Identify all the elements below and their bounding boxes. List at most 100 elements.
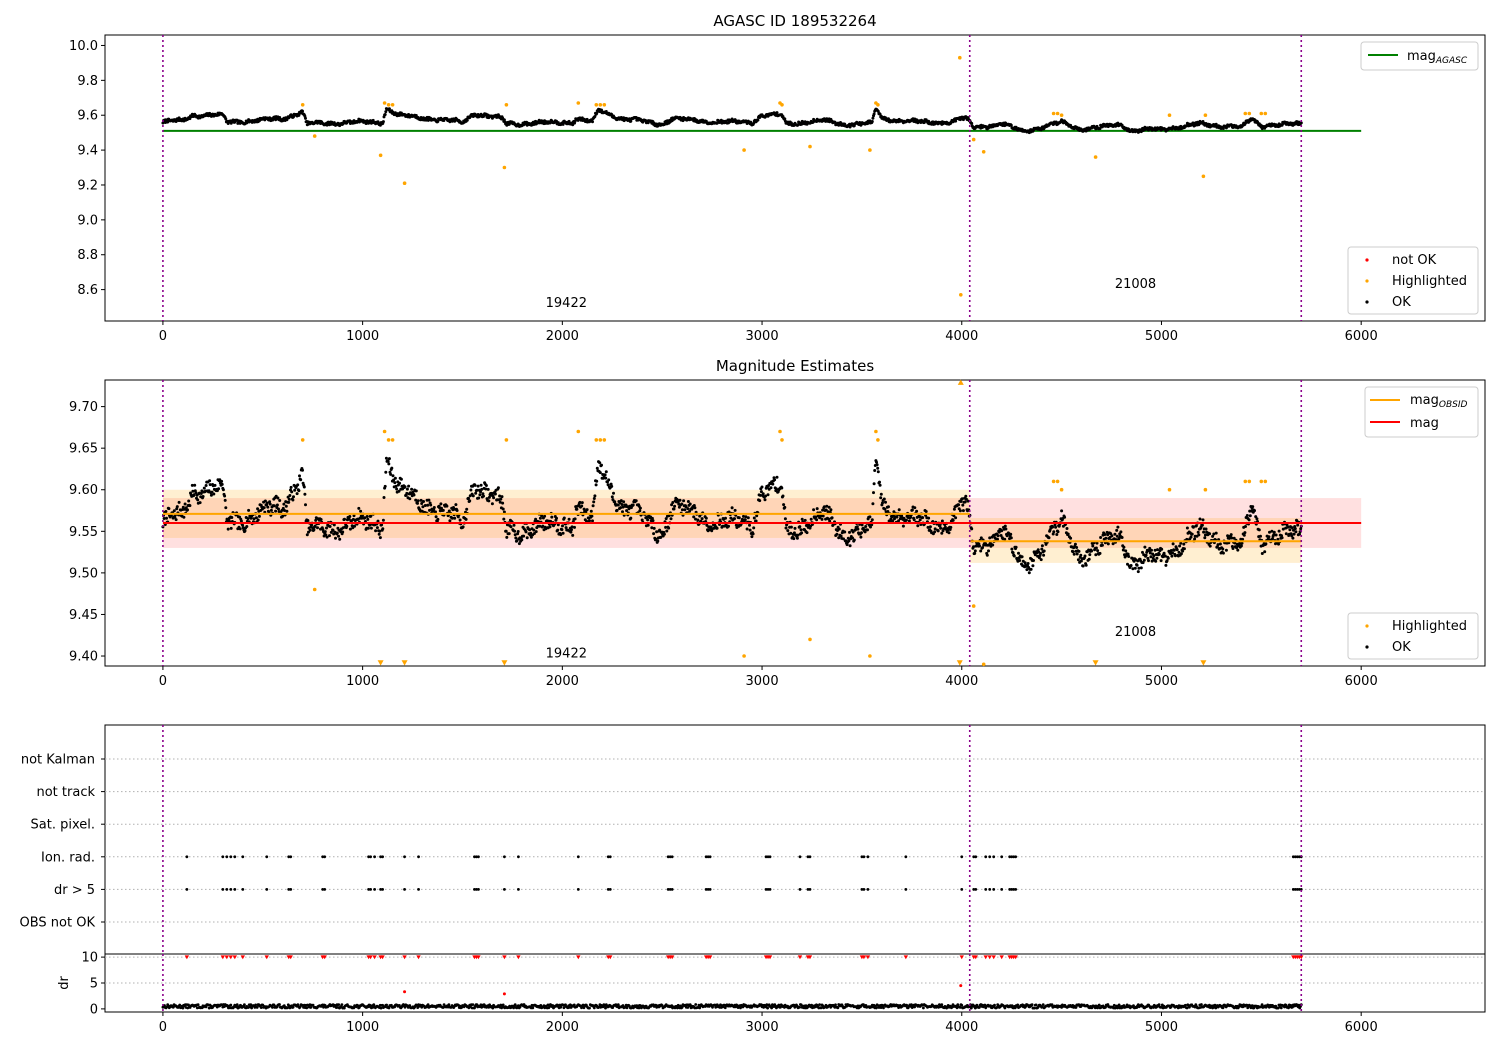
dr-point	[654, 1003, 658, 1007]
ok-point	[513, 533, 517, 537]
x-tick-label: 4000	[945, 329, 978, 344]
ok-point	[202, 486, 206, 490]
highlighted-point	[602, 438, 607, 442]
ok-point	[381, 527, 385, 531]
out-of-range-marker	[377, 660, 384, 666]
ok-point	[1063, 515, 1067, 519]
magnitude-estimates-panel: Magnitude Estimates 0 1000 2000 3000 4000 500…	[69, 357, 1486, 689]
ok-point	[933, 527, 937, 531]
ok-point	[665, 529, 669, 533]
y-tick-label: 8.8	[77, 248, 98, 263]
ok-point	[399, 477, 403, 481]
ok-point	[1060, 509, 1064, 513]
flag-point	[265, 855, 269, 859]
highlighted-point	[598, 103, 603, 107]
ok-point	[871, 116, 875, 120]
ok-point	[482, 494, 485, 498]
ok-point	[659, 535, 663, 539]
y-tick-label: 9.45	[69, 608, 98, 623]
ok-point	[366, 526, 370, 530]
ok-point	[972, 545, 975, 549]
ok-point	[481, 492, 485, 496]
ok-point	[1290, 526, 1294, 530]
ok-point	[1069, 536, 1073, 540]
ok-point	[872, 482, 876, 486]
ok-point	[822, 505, 826, 509]
ok-point	[750, 535, 754, 539]
ok-point	[434, 510, 437, 514]
ok-point	[997, 530, 1001, 534]
ok-point	[348, 527, 352, 531]
ok-point	[1268, 530, 1271, 534]
legend-marker-ok	[1365, 300, 1369, 304]
ok-point	[1150, 548, 1153, 552]
ok-point	[337, 534, 340, 538]
ok-point	[567, 517, 571, 521]
ok-point	[1143, 545, 1147, 549]
flag-point	[706, 888, 710, 891]
flag-point	[373, 888, 377, 891]
dr-point	[714, 1005, 718, 1009]
ok-point	[436, 119, 440, 123]
ok-point	[1081, 564, 1085, 568]
ok-point	[287, 497, 291, 501]
ok-point	[426, 503, 430, 507]
ok-point	[398, 481, 402, 485]
ok-point	[872, 112, 876, 116]
ok-point	[468, 499, 472, 503]
ok-point	[766, 493, 770, 497]
dr-point	[836, 1006, 840, 1010]
y-tick-label: 9.70	[69, 400, 98, 415]
ok-point	[759, 490, 763, 494]
ok-point	[306, 519, 310, 522]
ok-point	[312, 528, 316, 532]
ok-point	[1124, 549, 1128, 553]
ok-point	[487, 495, 491, 499]
ok-point	[334, 536, 337, 540]
ok-point	[1243, 531, 1247, 535]
ok-point	[209, 493, 213, 497]
highlighted-point	[1059, 487, 1064, 492]
ok-point	[386, 459, 390, 463]
ok-point	[886, 510, 890, 513]
ok-point	[345, 524, 349, 528]
ok-point	[323, 530, 327, 534]
ok-point	[389, 472, 393, 476]
ok-point	[1148, 551, 1152, 555]
ok-point	[1009, 532, 1013, 536]
flag-point	[668, 855, 672, 859]
dr-point	[531, 1006, 535, 1010]
ok-point	[1155, 556, 1159, 560]
ok-point	[1245, 514, 1249, 517]
ok-point	[1040, 547, 1044, 551]
ok-point	[477, 496, 481, 500]
flag-point	[766, 855, 770, 859]
ok-point	[1023, 561, 1027, 565]
ok-point	[1039, 558, 1043, 562]
ok-point	[1099, 536, 1103, 539]
ok-point	[556, 523, 560, 527]
dr-point	[824, 1003, 828, 1007]
ok-point	[570, 525, 574, 529]
ok-point	[274, 509, 278, 513]
ok-point	[1135, 563, 1139, 567]
dr-point	[818, 1003, 821, 1006]
ok-point	[445, 504, 449, 508]
ok-point	[1115, 528, 1119, 532]
flag-point	[988, 888, 992, 891]
ok-point	[1299, 527, 1303, 531]
ok-point	[501, 507, 505, 511]
ok-point	[933, 530, 937, 534]
ok-point	[476, 484, 480, 488]
ok-point	[496, 486, 500, 490]
ok-point	[974, 544, 978, 548]
highlighted-point	[504, 103, 509, 107]
flag-point	[241, 888, 245, 891]
out-of-range-marker	[401, 660, 408, 666]
ok-point	[1236, 548, 1240, 552]
ok-point	[781, 494, 785, 498]
ok-point	[193, 483, 197, 487]
ok-point	[1202, 530, 1206, 534]
ok-point	[1179, 552, 1183, 556]
ok-point	[393, 481, 397, 485]
